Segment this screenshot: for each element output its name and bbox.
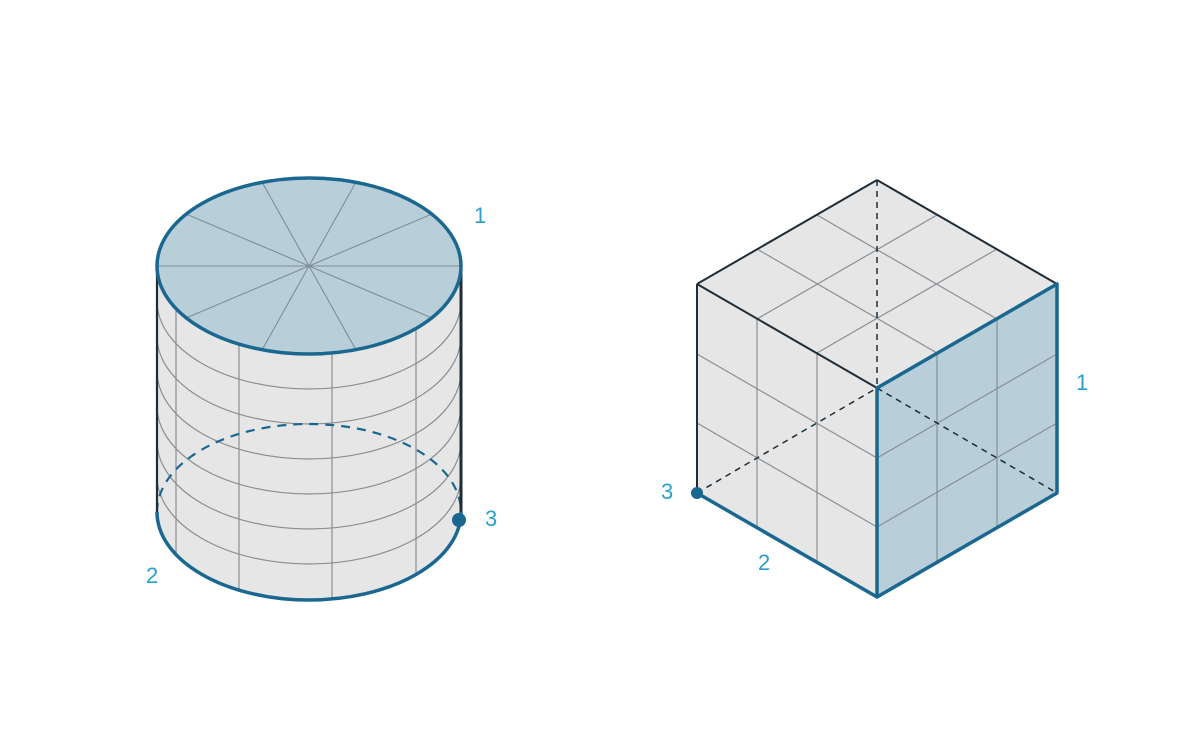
cylinder-seam-point	[452, 513, 466, 527]
cylinder-figure	[157, 178, 466, 600]
cylinder-label-3: 3	[485, 506, 497, 531]
cylinder-label-2: 2	[146, 563, 158, 588]
cube-label-1: 1	[1076, 370, 1088, 395]
cube-label-2: 2	[758, 550, 770, 575]
cube-label-3: 3	[661, 479, 673, 504]
cube-figure	[691, 180, 1057, 597]
cube-corner-point	[691, 487, 703, 499]
cylinder-label-1: 1	[474, 203, 486, 228]
